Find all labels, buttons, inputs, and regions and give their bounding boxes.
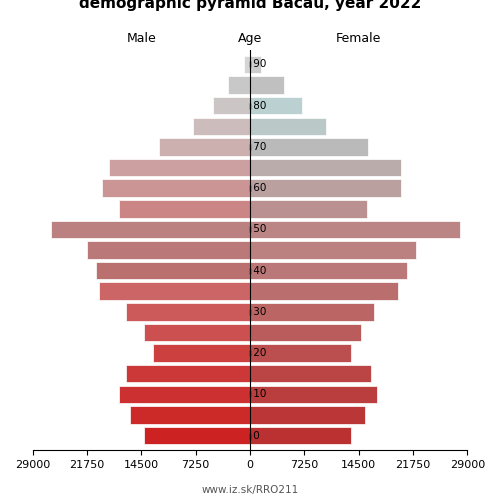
Bar (244, 56, 250, 73)
Bar (250, 406, 364, 423)
Text: 10: 10 (250, 390, 266, 400)
Bar (86, 241, 250, 259)
Text: 30: 30 (250, 307, 266, 317)
Text: Female: Female (336, 32, 382, 45)
Text: 60: 60 (250, 183, 266, 193)
Text: Age: Age (238, 32, 262, 45)
Bar (126, 303, 250, 320)
Bar (250, 324, 361, 341)
Text: 70: 70 (250, 142, 266, 152)
Bar (250, 282, 398, 300)
Bar (250, 200, 367, 218)
Bar (250, 365, 372, 382)
Bar (250, 138, 368, 156)
Bar (250, 76, 284, 94)
Bar (96, 262, 250, 280)
Bar (250, 303, 374, 320)
Text: www.iz.sk/RRO211: www.iz.sk/RRO211 (202, 485, 298, 495)
Text: 40: 40 (250, 266, 266, 276)
Bar (52, 220, 250, 238)
Bar (250, 180, 402, 197)
Bar (126, 365, 250, 382)
Text: 90: 90 (250, 60, 266, 70)
Bar (250, 220, 460, 238)
Bar (144, 324, 250, 341)
Bar (250, 427, 351, 444)
Bar (119, 200, 250, 218)
Bar (250, 386, 378, 403)
Bar (119, 386, 250, 403)
Text: 0: 0 (250, 430, 260, 440)
Bar (250, 262, 408, 280)
Text: 20: 20 (250, 348, 266, 358)
Bar (152, 344, 250, 362)
Bar (109, 159, 250, 176)
Bar (250, 241, 416, 259)
Bar (144, 427, 250, 444)
Bar (250, 56, 261, 73)
Bar (212, 97, 250, 114)
Bar (158, 138, 250, 156)
Bar (98, 282, 250, 300)
Bar (228, 76, 250, 94)
Bar (193, 118, 250, 135)
Text: Male: Male (126, 32, 156, 45)
Bar (250, 97, 302, 114)
Text: 50: 50 (250, 224, 266, 234)
Bar (250, 118, 326, 135)
Bar (250, 159, 402, 176)
Bar (102, 180, 250, 197)
Text: 80: 80 (250, 100, 266, 110)
Bar (250, 344, 351, 362)
Title: demographic pyramid Bacău, year 2022: demographic pyramid Bacău, year 2022 (79, 0, 421, 12)
Bar (130, 406, 250, 423)
